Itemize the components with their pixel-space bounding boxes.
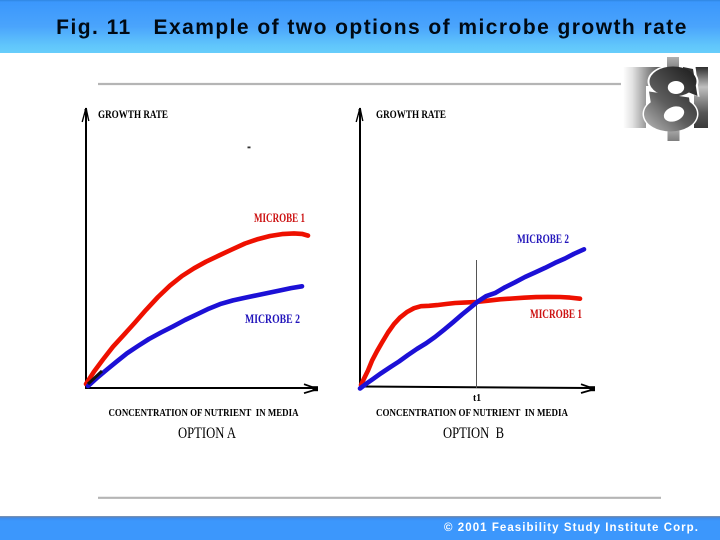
svg-text:MICROBE 1: MICROBE 1 <box>530 307 582 321</box>
svg-text:GROWTH RATE: GROWTH RATE <box>376 109 446 121</box>
svg-text:OPTION A: OPTION A <box>178 425 236 442</box>
svg-text:OPTION B: OPTION B <box>443 425 504 442</box>
svg-text:CONCENTRATION OF NUTRIENT IN: CONCENTRATION OF NUTRIENT IN MEDIA <box>376 407 568 419</box>
svg-text:t1: t1 <box>473 393 481 404</box>
svg-text:MICROBE 2: MICROBE 2 <box>517 232 569 246</box>
svg-text:GROWTH RATE: GROWTH RATE <box>98 109 168 121</box>
svg-text:CONCENTRATION OF NUTRIENT IN: CONCENTRATION OF NUTRIENT IN MEDIA <box>109 407 299 419</box>
svg-text:MICROBE 1: MICROBE 1 <box>254 211 305 225</box>
svg-text:MICROBE 2: MICROBE 2 <box>245 312 300 326</box>
